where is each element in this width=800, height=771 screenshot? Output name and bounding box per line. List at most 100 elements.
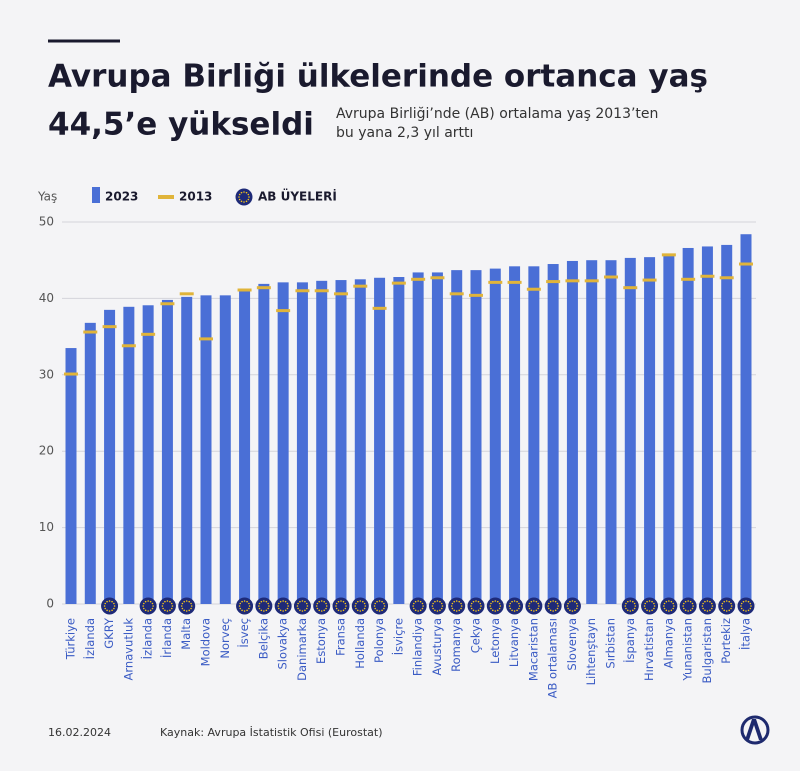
member-star <box>434 609 436 612</box>
member-star <box>106 609 108 612</box>
date: 16.02.2024 <box>48 726 111 739</box>
member-marker <box>139 597 157 615</box>
marker-2013 <box>642 278 657 282</box>
member-star <box>575 607 578 610</box>
member-star <box>361 609 364 612</box>
member-star <box>318 600 321 603</box>
member-star <box>152 605 154 607</box>
member-star <box>574 609 576 612</box>
bar <box>644 257 656 604</box>
member-star <box>413 602 415 605</box>
member-star <box>672 602 674 605</box>
member-star <box>419 609 422 612</box>
member-star <box>419 600 422 603</box>
member-star <box>267 607 269 610</box>
member-star <box>653 602 655 605</box>
member-star <box>491 600 494 603</box>
member-star <box>742 600 745 603</box>
legend-label: 2023 <box>105 190 138 204</box>
member-star <box>378 600 381 602</box>
member-star <box>477 600 480 603</box>
member-star <box>299 600 301 603</box>
member-star <box>509 602 512 605</box>
legend-label: AB ÜYELERİ <box>258 189 337 204</box>
member-star <box>625 607 627 610</box>
member-star <box>111 600 113 603</box>
member-star <box>576 605 579 607</box>
member-star <box>723 609 726 612</box>
member-star <box>183 600 186 603</box>
bar <box>605 260 617 604</box>
member-star <box>728 609 731 612</box>
member-star <box>325 602 327 605</box>
member-star <box>355 602 357 605</box>
member-star <box>440 607 443 610</box>
member-circle <box>178 597 196 615</box>
member-star <box>528 602 531 605</box>
member-star <box>381 609 383 612</box>
member-star <box>143 607 145 610</box>
member-star <box>687 610 689 612</box>
member-marker <box>101 597 119 615</box>
member-star <box>625 602 627 605</box>
member-star <box>374 602 377 605</box>
member-star <box>342 600 345 603</box>
member-star <box>494 600 497 602</box>
member-star <box>651 600 653 603</box>
member-star <box>188 600 191 603</box>
member-star <box>548 602 550 605</box>
member-star <box>644 602 647 605</box>
member-marker <box>563 597 581 615</box>
member-star <box>556 602 559 605</box>
member-star <box>373 605 376 607</box>
member-star <box>626 609 629 612</box>
member-star <box>626 600 629 603</box>
marker-2013 <box>507 280 522 284</box>
bar <box>740 234 752 604</box>
member-star <box>704 609 706 612</box>
bar <box>181 296 193 604</box>
member-star <box>147 610 149 612</box>
member-star <box>691 607 694 610</box>
member-star <box>651 609 653 612</box>
member-star <box>248 605 251 607</box>
member-star <box>260 600 263 603</box>
member-star <box>318 609 321 612</box>
member-star <box>455 610 458 612</box>
member-circle <box>255 597 273 615</box>
marker-2013 <box>604 275 618 279</box>
member-star <box>436 600 439 602</box>
member-star <box>296 605 299 607</box>
member-circle <box>158 597 176 615</box>
member-star <box>491 609 494 612</box>
member-star <box>709 600 711 603</box>
member-star <box>453 600 456 603</box>
member-star <box>702 602 704 605</box>
member-star <box>477 609 480 612</box>
member-star <box>147 600 149 602</box>
marker-2013 <box>121 344 136 348</box>
member-star <box>316 602 319 605</box>
member-star <box>335 602 338 605</box>
member-star <box>432 602 434 605</box>
member-star <box>689 609 692 612</box>
member-star <box>284 600 287 603</box>
marker-2013 <box>256 286 271 290</box>
member-star <box>113 602 115 605</box>
member-star <box>513 610 516 612</box>
member-marker <box>428 597 446 615</box>
marker-2013 <box>681 277 696 281</box>
logo <box>740 715 770 745</box>
bar <box>258 283 270 604</box>
x-tick-label: Sırbistan <box>604 618 618 669</box>
member-marker <box>274 597 292 615</box>
member-star <box>706 600 709 602</box>
member-star <box>552 610 554 612</box>
member-circle <box>332 597 350 615</box>
member-star <box>248 602 250 605</box>
marker-2013 <box>334 292 348 296</box>
bar <box>470 270 482 604</box>
bar <box>104 309 116 604</box>
marker-2013 <box>314 289 329 293</box>
